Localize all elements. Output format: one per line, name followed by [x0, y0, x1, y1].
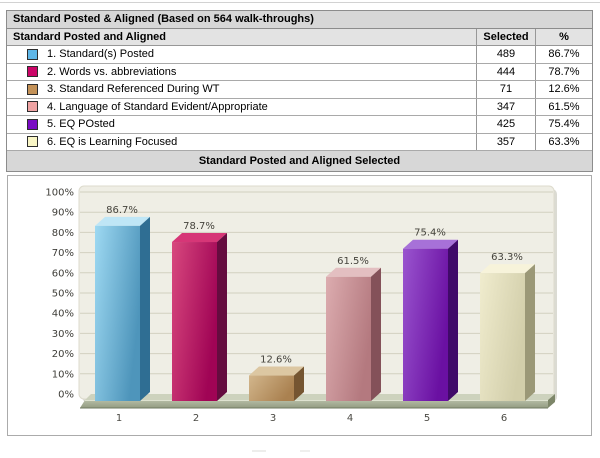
- y-axis-label: 30%: [52, 329, 74, 340]
- row-label: 5. EQ POsted: [47, 118, 115, 131]
- table-row: 5. EQ POsted 425 75.4%: [7, 116, 592, 134]
- row-label: 1. Standard(s) Posted: [47, 48, 155, 61]
- chart-title-bar: Standard Posted and Aligned Selected: [7, 151, 592, 171]
- bar: [172, 233, 227, 401]
- bar-front-face: [480, 273, 525, 401]
- bar-front-face: [326, 276, 371, 401]
- legend-swatch: [27, 118, 38, 130]
- table-row: 6. EQ is Learning Focused 357 63.3%: [7, 133, 592, 151]
- bar-top-face: [249, 366, 304, 376]
- bar-value-label: 75.4%: [414, 228, 446, 239]
- bar-value-label: 63.3%: [491, 252, 523, 263]
- percent-value: 61.5%: [535, 98, 592, 115]
- legend-swatch: [27, 66, 38, 78]
- bar-value-label: 78.7%: [183, 221, 215, 232]
- selected-value: 489: [476, 46, 535, 63]
- bar-value-label: 61.5%: [337, 256, 369, 267]
- bar: [403, 239, 458, 401]
- bar-top-face: [480, 264, 535, 274]
- legend-swatch: [27, 83, 38, 95]
- table-header-row: Standard Posted and Aligned Selected %: [7, 29, 592, 46]
- y-axis-label: 90%: [52, 208, 74, 219]
- percent-value: 86.7%: [535, 46, 592, 63]
- y-axis-label: 0%: [58, 390, 74, 401]
- percent-value: 78.7%: [535, 63, 592, 80]
- selected-value: 71: [476, 81, 535, 98]
- x-axis-label: 3: [270, 413, 276, 424]
- table-row: 4. Language of Standard Evident/Appropri…: [7, 98, 592, 116]
- x-axis-label: 1: [116, 413, 122, 424]
- selected-value: 425: [476, 116, 535, 133]
- bar-top-face: [172, 233, 227, 243]
- legend-swatch: [27, 136, 38, 148]
- y-axis-label: 20%: [52, 349, 74, 360]
- bar-top-face: [326, 267, 381, 277]
- bar-side-face: [140, 216, 150, 401]
- bar-side-face: [217, 233, 227, 401]
- table-row: 2. Words vs. abbreviations 444 78.7%: [7, 63, 592, 81]
- selected-value: 357: [476, 133, 535, 150]
- top-divider: [0, 2, 600, 3]
- bar-side-face: [294, 366, 304, 401]
- bar-chart-container: 0% 10% 20% 30% 40% 50% 60% 70% 80% 90% 100% 86.7% 1 7…: [7, 175, 592, 436]
- table-row: 1. Standard(s) Posted 489 86.7%: [7, 46, 592, 64]
- bar-front-face: [95, 225, 140, 401]
- row-label-cell: 3. Standard Referenced During WT: [7, 81, 476, 98]
- bar-chart-svg: 0% 10% 20% 30% 40% 50% 60% 70% 80% 90% 100% 86.7% 1 7…: [45, 185, 557, 424]
- column-header-percent: %: [535, 29, 592, 45]
- bar-front-face: [249, 375, 294, 401]
- bar-front-face: [403, 248, 448, 401]
- row-label: 3. Standard Referenced During WT: [47, 83, 220, 96]
- column-header-label: Standard Posted and Aligned: [13, 31, 166, 43]
- row-label: 6. EQ is Learning Focused: [47, 135, 178, 148]
- bar: [95, 216, 150, 401]
- bar-front-face: [172, 242, 217, 401]
- y-axis-label: 40%: [52, 309, 74, 320]
- y-axis-label: 10%: [52, 369, 74, 380]
- x-axis-label: 2: [193, 413, 199, 424]
- bar-top-face: [403, 239, 458, 249]
- percent-value: 63.3%: [535, 133, 592, 150]
- y-axis-label: 80%: [52, 228, 74, 239]
- walkthrough-summary-table: Standard Posted & Aligned (Based on 564 …: [6, 10, 593, 172]
- table-body: 1. Standard(s) Posted 489 86.7% 2. Words vs…: [7, 46, 592, 151]
- row-label-cell: 2. Words vs. abbreviations: [7, 64, 476, 81]
- x-axis-label: 5: [424, 413, 430, 424]
- bar-side-face: [371, 267, 381, 401]
- floor-end-cap: [548, 394, 555, 408]
- floor-front: [80, 400, 548, 408]
- bar-top-face: [95, 216, 150, 226]
- x-axis-label: 4: [347, 413, 353, 424]
- percent-value: 75.4%: [535, 116, 592, 133]
- row-label-cell: 6. EQ is Learning Focused: [7, 134, 476, 151]
- selected-value: 444: [476, 63, 535, 80]
- bar-value-label: 12.6%: [260, 355, 292, 366]
- y-axis-label: 70%: [52, 248, 74, 259]
- legend-swatch: [27, 101, 38, 113]
- bar-side-face: [525, 264, 535, 401]
- bar: [480, 264, 535, 401]
- bar-side-face: [448, 239, 458, 401]
- bar-value-label: 86.7%: [106, 205, 138, 216]
- legend-swatch: [27, 48, 38, 60]
- report-title-bar: Standard Posted & Aligned (Based on 564 …: [7, 11, 592, 29]
- row-label-cell: 5. EQ POsted: [7, 116, 476, 133]
- bar: [326, 267, 381, 401]
- row-label: 2. Words vs. abbreviations: [47, 65, 177, 78]
- bar: [249, 366, 304, 401]
- table-row: 3. Standard Referenced During WT 71 12.6%: [7, 81, 592, 99]
- selected-value: 347: [476, 98, 535, 115]
- y-axis-label: 100%: [45, 188, 74, 199]
- y-axis-label: 50%: [52, 289, 74, 300]
- row-label-cell: 1. Standard(s) Posted: [7, 46, 476, 63]
- y-axis-label: 60%: [52, 268, 74, 279]
- row-label: 4. Language of Standard Evident/Appropri…: [47, 100, 268, 113]
- cutoff-footer-text: [252, 450, 266, 452]
- column-header-selected: Selected: [476, 29, 535, 45]
- percent-value: 12.6%: [535, 81, 592, 98]
- report-title: Standard Posted & Aligned (Based on 564 …: [13, 13, 314, 25]
- x-axis-label: 6: [501, 413, 507, 424]
- cutoff-footer-text: [300, 450, 310, 452]
- row-label-cell: 4. Language of Standard Evident/Appropri…: [7, 99, 476, 116]
